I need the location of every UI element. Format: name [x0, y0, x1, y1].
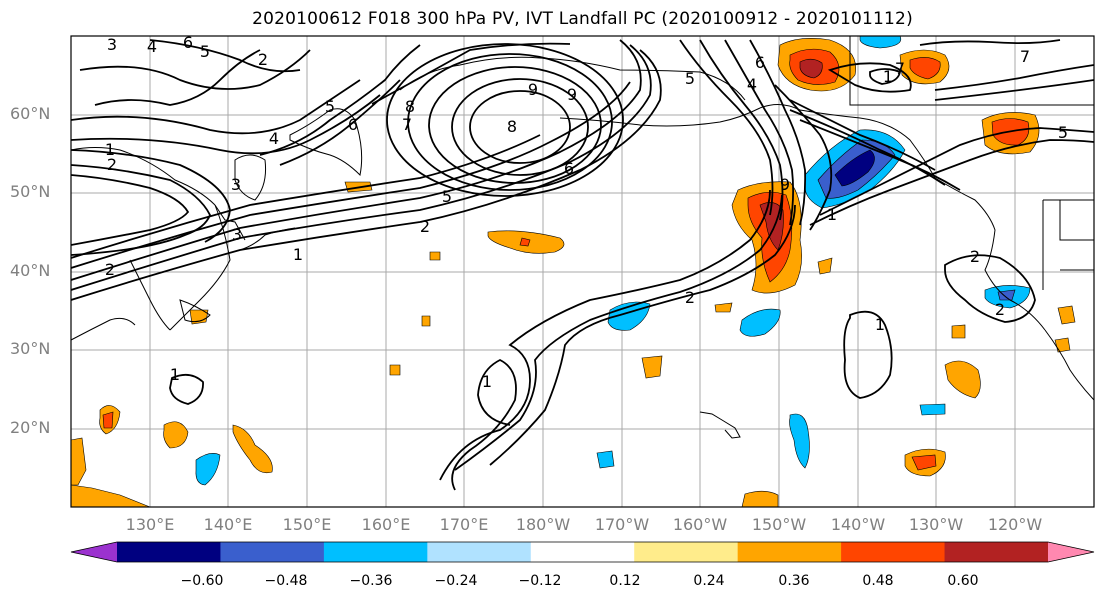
contour-label: 1: [875, 315, 885, 334]
colorbar-segment: [427, 542, 532, 562]
colorbar-tick-label: −0.36: [349, 573, 393, 589]
colorbar-segment: [634, 542, 739, 562]
pv-contours: [71, 39, 1094, 491]
lon-label: 140°W: [830, 515, 886, 534]
lon-label: 150°W: [751, 515, 807, 534]
colorbar-segment: [323, 542, 428, 562]
lon-label: 160°W: [672, 515, 728, 534]
colorbar-tick-label: 0.24: [693, 573, 725, 589]
contour-label: 2: [685, 288, 695, 307]
lon-label: 130°E: [125, 515, 175, 534]
colorbar-outline: [70, 541, 1095, 563]
lon-label: 140°E: [203, 515, 253, 534]
contour-label: 8: [405, 97, 415, 116]
contour-label: 5: [1058, 123, 1068, 142]
colorbar: [70, 541, 1095, 563]
lon-label: 160°E: [361, 515, 411, 534]
contour-label: 3: [231, 175, 241, 194]
colorbar-extend-high: [1048, 542, 1094, 562]
contour-label: 1: [170, 365, 180, 384]
contour-label: 4: [747, 75, 757, 94]
contour-label: 2: [107, 155, 117, 174]
contour-label: 1: [105, 140, 115, 159]
colorbar-tick-label: 0.36: [778, 573, 810, 589]
contour-label: 6: [755, 53, 765, 72]
contour-label: 1: [482, 372, 492, 391]
map-title: 2020100612 F018 300 hPa PV, IVT Landfall…: [252, 9, 913, 29]
colorbar-tick-label: −0.48: [264, 573, 308, 589]
contour-label: 7: [1020, 47, 1030, 66]
contour-label: 3: [232, 225, 242, 244]
contour-label: 5: [442, 187, 452, 206]
contour-label: 5: [685, 69, 695, 88]
graticule: [71, 36, 1094, 507]
contour-label: 2: [105, 260, 115, 279]
colorbar-segment: [220, 542, 325, 562]
colorbar-segment: [841, 542, 946, 562]
colorbar-segment: [530, 542, 635, 562]
contour-label: 1: [883, 67, 893, 86]
coastlines: [71, 36, 1094, 439]
contour-label: 2: [258, 50, 268, 69]
contour-label: 2: [420, 217, 430, 236]
contour-labels: 3 4 6 5 2 5 6 7 8 9 1 2 5 4 8 6 9 1 2 2 …: [105, 33, 1068, 391]
contour-label: 4: [147, 37, 157, 56]
colorbar-tick-label: 0.60: [947, 573, 979, 589]
colorbar-segment: [117, 542, 221, 562]
colorbar-tick-label: 0.12: [609, 573, 641, 589]
contour-label: 1: [293, 245, 303, 264]
lat-label: 40°N: [10, 261, 51, 280]
lat-label: 60°N: [10, 104, 51, 123]
lat-label: 20°N: [10, 418, 51, 437]
lon-label: 180°W: [515, 515, 571, 534]
contour-label: 9: [567, 85, 577, 104]
contour-label: 8: [507, 117, 517, 136]
contour-label: 7: [895, 59, 905, 78]
colorbar-extend-low: [71, 542, 117, 562]
contour-label: 2: [970, 247, 980, 266]
colorbar-tick-label: 0.48: [862, 573, 894, 589]
contour-label: 3: [107, 35, 117, 54]
colorbar-tick-label: −0.24: [434, 573, 478, 589]
contour-label: 7: [402, 115, 412, 134]
lon-label: 150°E: [282, 515, 332, 534]
contour-label: 5: [200, 42, 210, 61]
colorbar-tick-label: −0.60: [180, 573, 224, 589]
contour-label: 6: [183, 33, 193, 52]
lon-label: 170°E: [439, 515, 489, 534]
contour-label: 9: [528, 80, 538, 99]
lon-label: 170°W: [594, 515, 650, 534]
map-frame: [70, 35, 1095, 508]
contour-label: 6: [348, 115, 358, 134]
colorbar-tick-label: −0.12: [518, 573, 562, 589]
contour-label: 5: [325, 97, 335, 116]
colorbar-segment: [737, 542, 842, 562]
map-plot-area: 3 4 6 5 2 5 6 7 8 9 1 2 5 4 8 6 9 1 2 2 …: [71, 33, 1094, 507]
lon-label: 130°W: [908, 515, 964, 534]
contour-label: 2: [995, 300, 1005, 319]
contour-label: 9: [780, 175, 790, 194]
colorbar-segment: [944, 542, 1049, 562]
contour-label: 1: [827, 205, 837, 224]
lat-label: 30°N: [10, 339, 51, 358]
contour-label: 6: [564, 159, 574, 178]
lon-label: 120°W: [987, 515, 1043, 534]
lat-label: 50°N: [10, 182, 51, 201]
contour-label: 4: [269, 129, 279, 148]
